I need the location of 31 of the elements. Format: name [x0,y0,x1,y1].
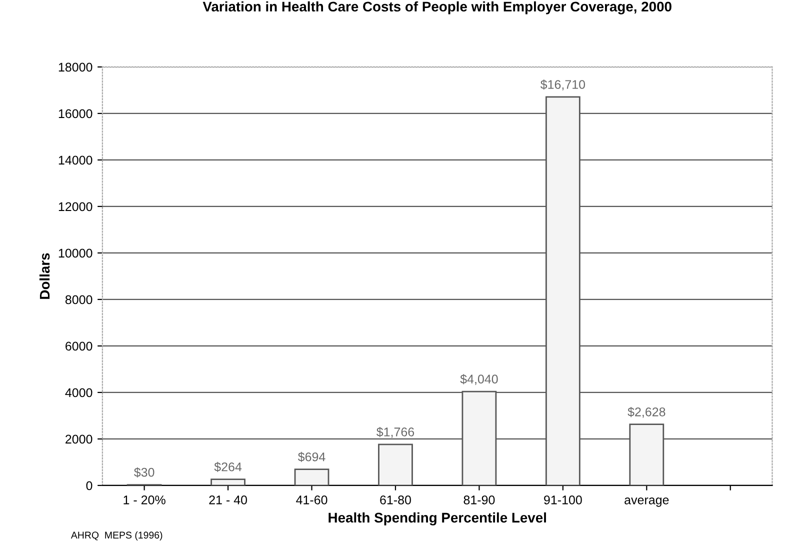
data-label: $4,040 [460,374,498,385]
y-tick-label: 10000 [58,248,92,258]
text: AHRQ MEPS (1996) [70,531,162,540]
x-tick-label: 91-100 [544,496,582,504]
data-label: $30 [134,467,154,478]
chart-title: Variation in Health Care Costs of People with Employer Coverage, 2000 [202,1,672,14]
y-axis-title: Dollars [39,253,50,299]
y-tick-label: 14000 [58,156,92,165]
bar [210,478,246,486]
data-label: $694 [298,452,326,462]
y-tick-label: 4000 [65,388,92,398]
x-axis-title: Health Spending Percentile Level [328,512,546,526]
bar [294,468,330,486]
x-tick-label: 1 - 20% [124,496,166,504]
y-tick-label: 2000 [66,434,92,444]
y-tick-label: 0 [86,481,92,490]
y-tick-label: 16000 [58,109,92,118]
x-tick-label: 81-90 [464,496,495,504]
data-label: $264 [214,462,242,472]
bar [378,444,413,486]
y-tick-label: 12000 [58,202,92,212]
data-label: $1,766 [376,426,414,438]
data-label: $2,628 [628,406,666,418]
data-label: $16,710 [540,80,586,90]
x-tick-label: 21 - 40 [209,496,247,504]
x-tick-label: average [624,498,669,507]
y-tick-label: 6000 [66,342,92,351]
x-tick-label: 61-80 [380,496,411,504]
y-tick-label: 8000 [65,295,92,304]
x-tick-label: 41-60 [296,496,328,504]
y-tick-label: 18000 [58,62,92,72]
